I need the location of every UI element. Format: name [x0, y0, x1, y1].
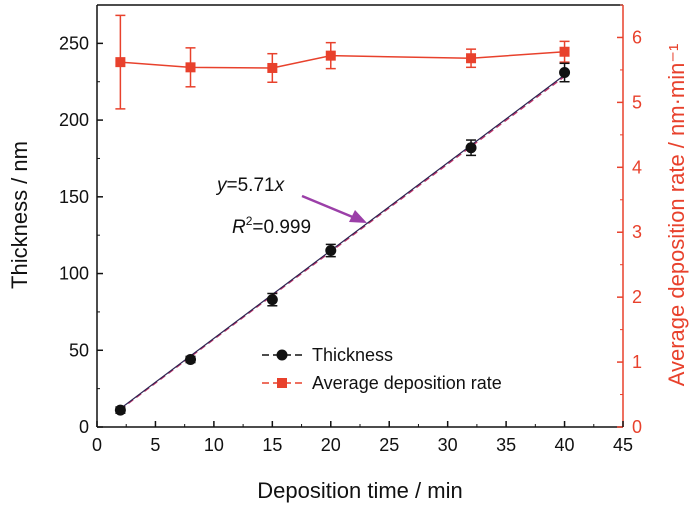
rate-point: [185, 62, 196, 73]
left-tick-label: 100: [59, 264, 89, 284]
rate-line: [120, 50, 565, 69]
left-axis-ticks: 0 50 100 150 200 250: [59, 4, 103, 437]
right-tick-label: 4: [632, 157, 642, 177]
right-tick-label: 3: [632, 222, 642, 242]
right-axis-title: Average deposition rate / nm·min⁻¹: [664, 44, 689, 387]
right-tick-label: 6: [632, 27, 642, 47]
rate-point: [466, 53, 477, 64]
thickness-series: [114, 62, 571, 416]
r-squared-sup: 2: [246, 214, 253, 228]
fit-line: [119, 74, 565, 410]
fit-equation: y=5.71x: [215, 175, 286, 196]
left-tick-label: 150: [59, 187, 89, 207]
x-axis-title: Deposition time / min: [257, 478, 462, 503]
annotation-arrow: [301, 194, 367, 223]
left-tick-label: 250: [59, 33, 89, 53]
bottom-tick-label: 25: [379, 435, 399, 455]
rate-point: [559, 46, 570, 57]
rate-point: [267, 62, 278, 73]
r-squared-r: R: [232, 217, 246, 238]
fit-equation-rest: =5.71: [227, 175, 275, 196]
thickness-point: [266, 294, 278, 306]
thickness-point: [114, 404, 126, 416]
fit-solid-line: [120, 74, 565, 410]
rate-series: [115, 14, 570, 110]
bottom-tick-label: 35: [496, 435, 516, 455]
left-tick-label: 200: [59, 110, 89, 130]
r-squared: R2=0.999: [232, 214, 311, 238]
thickness-point: [185, 353, 197, 365]
fit-equation-x: x: [274, 175, 286, 196]
bottom-tick-label: 20: [321, 435, 341, 455]
bottom-tick-label: 15: [262, 435, 282, 455]
thickness-point: [325, 245, 337, 257]
rate-point: [325, 50, 336, 61]
legend-label-rate: Average deposition rate: [312, 373, 502, 393]
bottom-tick-label: 0: [92, 435, 102, 455]
right-axis-ticks: 0 1 2 3 4 5 6: [617, 4, 642, 437]
r-squared-value: =0.999: [252, 217, 311, 238]
rate-point: [115, 57, 126, 68]
fit-dashed-line: [119, 75, 565, 410]
legend-item-rate: Average deposition rate: [262, 373, 502, 393]
right-tick-label: 1: [632, 352, 642, 372]
bottom-tick-label: 5: [150, 435, 160, 455]
right-tick-label: 2: [632, 287, 642, 307]
bottom-axis-ticks: 0 5 10 15 20 25 30 35 40 45: [92, 421, 633, 455]
bottom-tick-label: 40: [555, 435, 575, 455]
legend-item-thickness: Thickness: [262, 345, 393, 365]
bottom-tick-label: 10: [204, 435, 224, 455]
bottom-tick-label: 30: [438, 435, 458, 455]
right-tick-label: 5: [632, 92, 642, 112]
thickness-point: [559, 67, 571, 79]
left-tick-label: 0: [79, 417, 89, 437]
left-axis-title: Thickness / nm: [7, 141, 32, 289]
left-tick-label: 50: [69, 340, 89, 360]
right-tick-label: 0: [632, 417, 642, 437]
legend: Thickness Average deposition rate: [262, 345, 502, 393]
thickness-point: [465, 142, 477, 154]
fit-equation-y: y: [215, 175, 228, 196]
legend-label-thickness: Thickness: [312, 345, 393, 365]
bottom-tick-label: 45: [613, 435, 633, 455]
